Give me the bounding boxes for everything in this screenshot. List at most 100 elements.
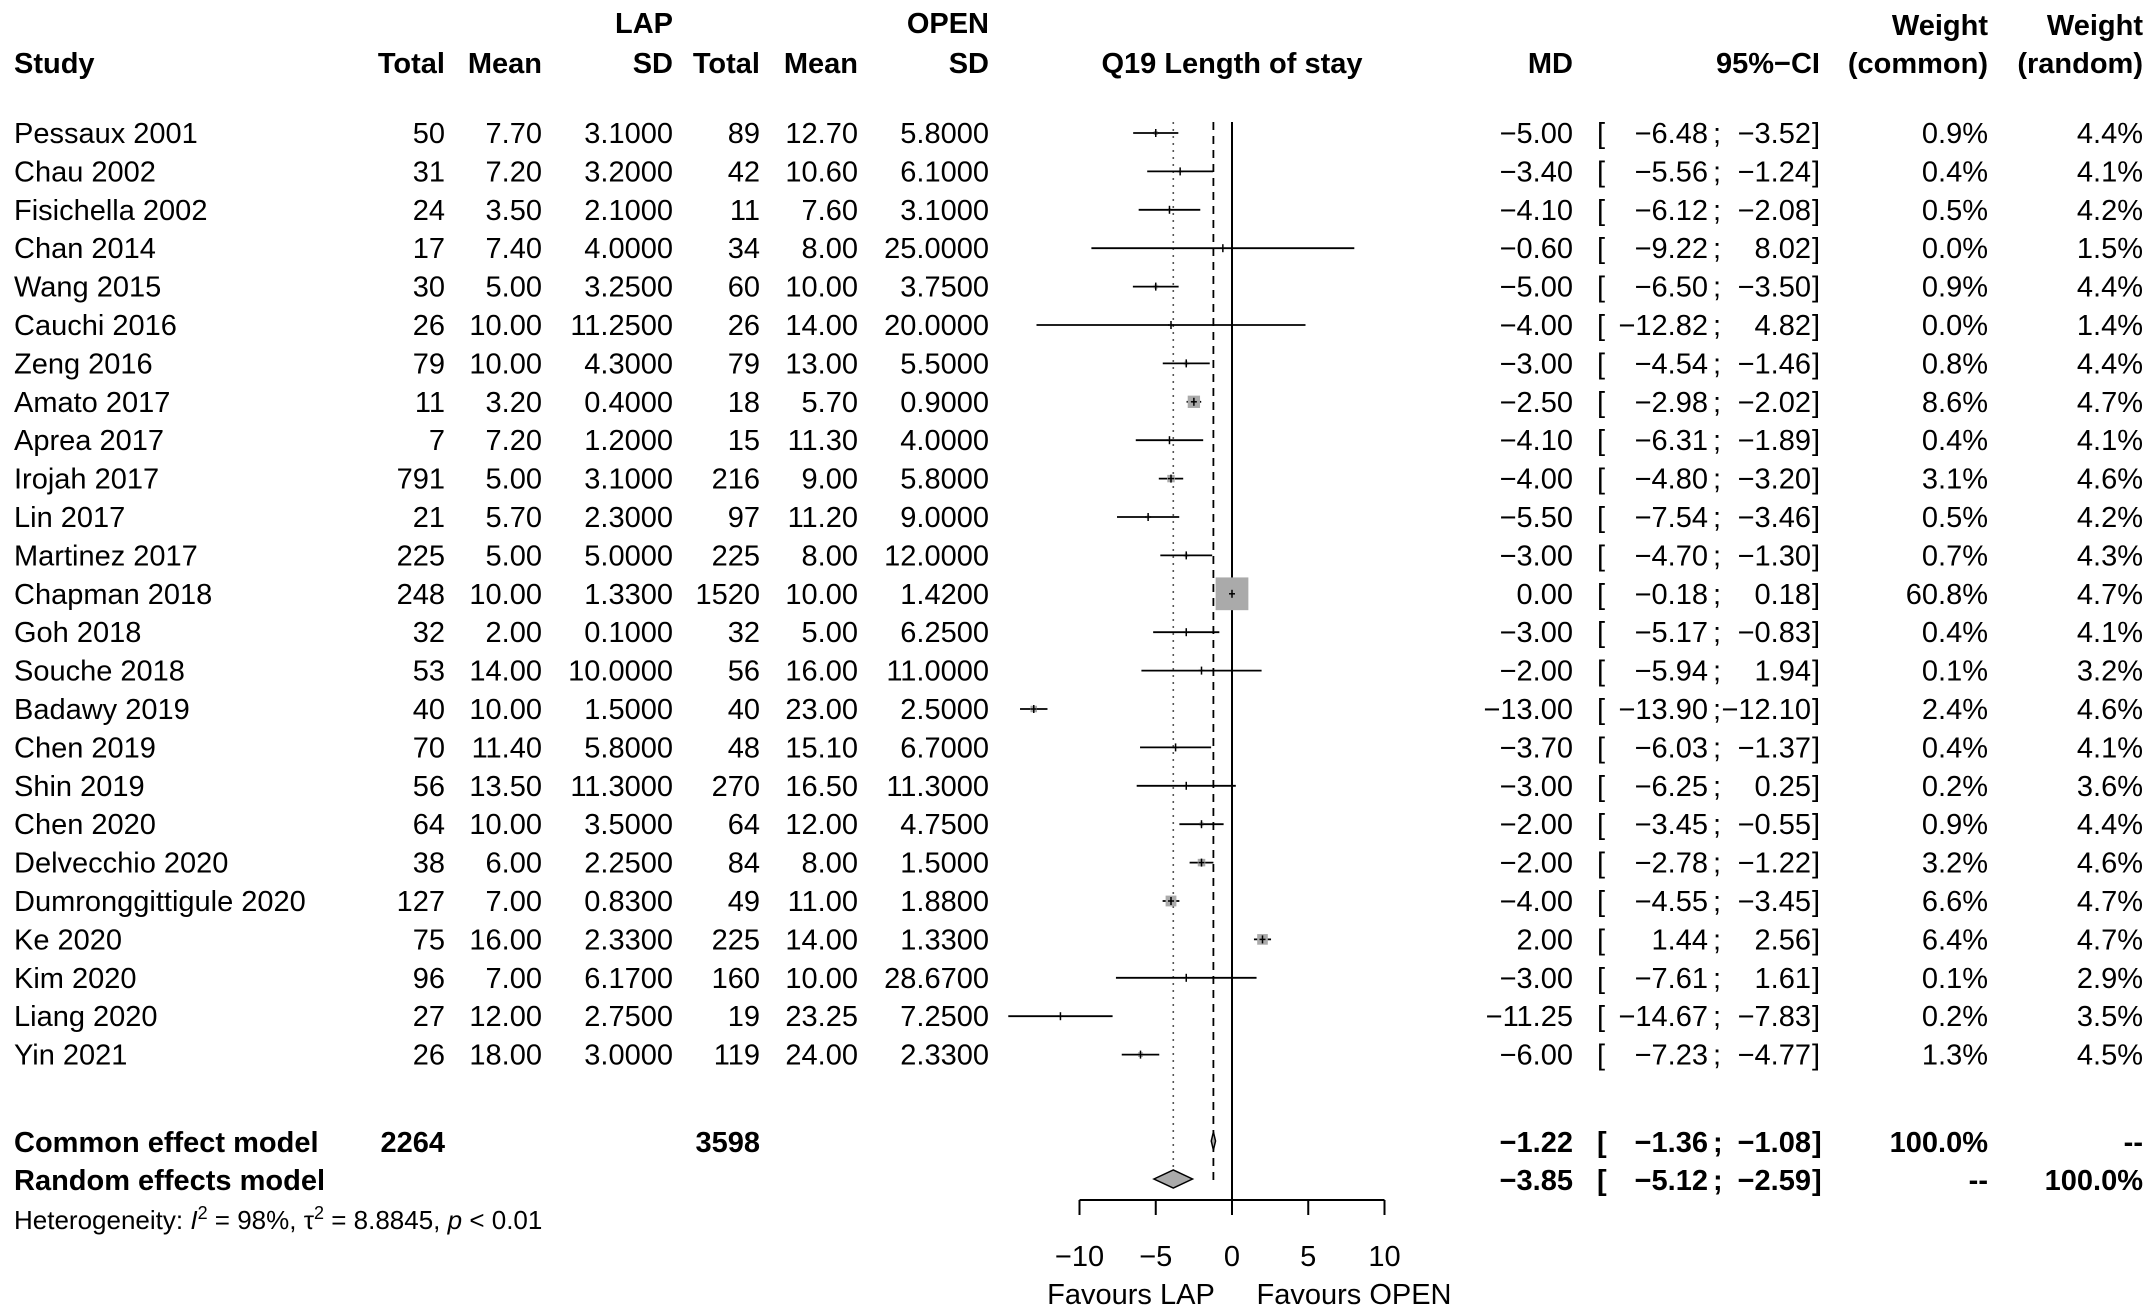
ci-open-bracket: [	[1597, 1001, 1605, 1033]
study-lap-mean: 7.20	[486, 425, 542, 457]
study-md: −0.60	[1500, 233, 1573, 265]
study-open-sd: 5.8000	[900, 464, 989, 496]
study-lap-mean: 12.00	[469, 1001, 542, 1033]
study-row: Ke 2020 75 16.00 2.3300 225 14.00 1.3300 2.00 1.…	[14, 924, 2143, 956]
common-weight-random: --	[2124, 1127, 2143, 1159]
study-name: Delvecchio 2020	[14, 848, 228, 880]
study-w-random: 4.7%	[2077, 886, 2143, 918]
ci-open-bracket: [	[1597, 848, 1605, 880]
study-row: Dumronggittigule 2020 127 7.00 0.8300 49 11.0…	[14, 886, 2143, 918]
study-open-total: 26	[728, 310, 760, 342]
study-w-common: 8.6%	[1922, 387, 1988, 419]
p-sep: ,	[433, 1205, 447, 1235]
study-open-sd: 3.7500	[900, 272, 989, 304]
study-ci-hi: −1.37	[1738, 732, 1811, 764]
study-open-sd: 5.8000	[900, 118, 989, 150]
ci-open-bracket: [	[1597, 118, 1605, 150]
study-open-mean: 16.00	[785, 656, 858, 688]
study-md: −3.70	[1500, 732, 1573, 764]
study-open-total: 56	[728, 656, 760, 688]
study-w-common: 3.1%	[1922, 464, 1988, 496]
study-open-mean: 5.70	[802, 387, 858, 419]
ci-close-bracket: ]	[1812, 848, 1820, 880]
study-ci-hi: −2.08	[1738, 195, 1811, 227]
study-name: Lin 2017	[14, 502, 125, 534]
study-open-total: 42	[728, 156, 760, 188]
ci-open-bracket: [	[1597, 387, 1605, 419]
study-open-mean: 10.60	[785, 156, 858, 188]
study-w-common: 2.4%	[1922, 694, 1988, 726]
ci-close-bracket: ]	[1812, 1040, 1820, 1072]
ci-separator: ;	[1713, 1001, 1721, 1033]
study-lap-sd: 2.3300	[584, 924, 673, 956]
study-md: −4.00	[1500, 310, 1573, 342]
study-row: Chapman 2018 248 10.00 1.3300 1520 10.00 1.420…	[14, 579, 2143, 611]
study-lap-total: 11	[415, 387, 445, 419]
study-open-total: 15	[728, 425, 760, 457]
study-w-random: 4.6%	[2077, 848, 2143, 880]
study-lap-total: 248	[397, 579, 445, 611]
ci-close-bracket: ]	[1812, 1001, 1820, 1033]
study-name: Chen 2020	[14, 809, 156, 841]
study-ci-hi: −3.45	[1738, 886, 1811, 918]
study-w-common: 0.9%	[1922, 272, 1988, 304]
study-md: −2.00	[1500, 848, 1573, 880]
study-lap-mean: 7.00	[486, 963, 542, 995]
ci-close-bracket: ]	[1812, 886, 1820, 918]
study-w-common: 0.4%	[1922, 732, 1988, 764]
study-open-mean: 15.10	[785, 732, 858, 764]
study-w-common: 60.8%	[1906, 579, 1988, 611]
study-open-sd: 11.0000	[886, 656, 989, 688]
ci-separator: ;	[1713, 617, 1721, 649]
study-name: Pessaux 2001	[14, 118, 198, 150]
study-lap-sd: 0.1000	[584, 617, 673, 649]
study-w-random: 4.3%	[2077, 540, 2143, 572]
study-lap-mean: 6.00	[486, 848, 542, 880]
study-lap-sd: 0.4000	[584, 387, 673, 419]
study-open-mean: 11.00	[788, 886, 858, 918]
study-lap-sd: 1.5000	[584, 694, 673, 726]
ci-close-bracket: ]	[1812, 195, 1820, 227]
study-ci-lo: −4.55	[1635, 886, 1708, 918]
study-ci-lo: −7.23	[1635, 1040, 1708, 1072]
study-lap-total: 7	[429, 425, 445, 457]
study-row: Zeng 2016 79 10.00 4.3000 79 13.00 5.5000 −3.00…	[14, 348, 2143, 380]
study-md: −3.00	[1500, 617, 1573, 649]
study-open-total: 32	[728, 617, 760, 649]
random-ci-sep: ;	[1713, 1165, 1723, 1197]
study-open-sd: 6.7000	[900, 732, 989, 764]
study-open-mean: 8.00	[802, 540, 858, 572]
study-w-common: 0.5%	[1922, 195, 1988, 227]
study-ci-lo: −2.98	[1635, 387, 1708, 419]
study-row: Chan 2014 17 7.40 4.0000 34 8.00 25.0000 −0.60 −…	[14, 233, 2143, 265]
study-row: Irojah 2017 791 5.00 3.1000 216 9.00 5.8000 −4.…	[14, 464, 2143, 496]
favours-open-label: Favours OPEN	[1257, 1279, 1452, 1310]
ci-separator: ;	[1713, 272, 1721, 304]
random-effect-diamond	[1152, 1169, 1195, 1189]
study-row: Shin 2019 56 13.50 11.3000 270 16.50 11.3000 −3…	[14, 771, 2143, 803]
study-name: Cauchi 2016	[14, 310, 177, 342]
study-lap-sd: 11.2500	[570, 310, 673, 342]
study-open-total: 84	[728, 848, 760, 880]
study-md: 0.00	[1517, 579, 1573, 611]
study-open-sd: 20.0000	[884, 310, 989, 342]
p-space	[462, 1205, 469, 1235]
study-open-sd: 2.3300	[900, 1040, 989, 1072]
study-open-mean: 9.00	[802, 464, 858, 496]
study-open-mean: 23.00	[785, 694, 858, 726]
study-row: Liang 2020 27 12.00 2.7500 19 23.25 7.2500 −11.…	[14, 1001, 2143, 1033]
header-open-total: Total	[693, 48, 760, 80]
ci-open-bracket: [	[1597, 348, 1605, 380]
ci-separator: ;	[1713, 924, 1721, 956]
study-md: −4.10	[1500, 425, 1573, 457]
i2-value: 98%	[237, 1205, 289, 1235]
study-lap-total: 30	[413, 272, 445, 304]
ci-open-bracket: [	[1597, 732, 1605, 764]
ci-separator: ;	[1713, 118, 1721, 150]
study-name: Zeng 2016	[14, 348, 153, 380]
ci-open-bracket: [	[1597, 694, 1605, 726]
ci-separator: ;	[1713, 1040, 1721, 1072]
header-lap-total: Total	[378, 48, 445, 80]
study-open-total: 225	[712, 924, 760, 956]
header-lap-sd: SD	[633, 48, 673, 80]
